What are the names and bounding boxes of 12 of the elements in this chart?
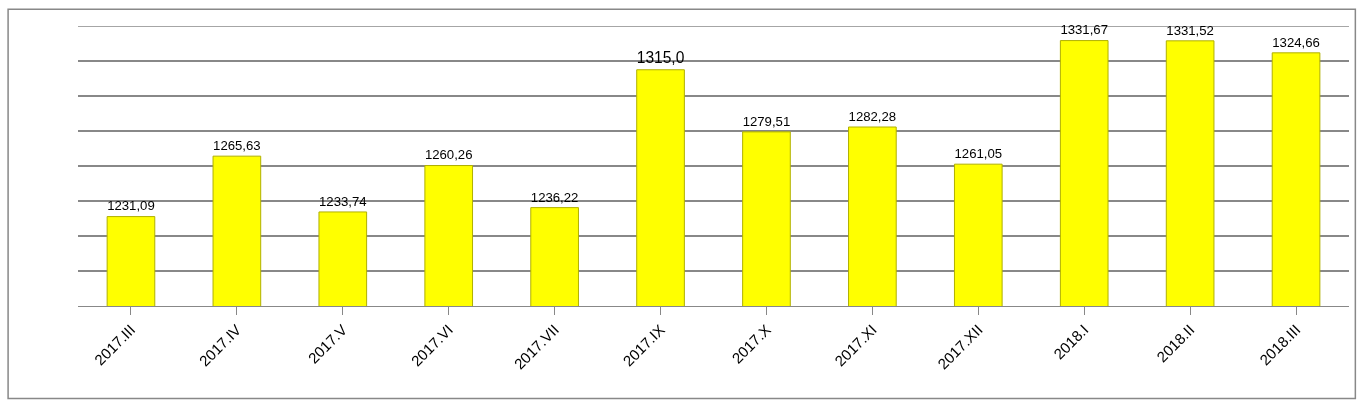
data-label: 1282,28 xyxy=(848,108,897,124)
data-label: 1233,74 xyxy=(318,193,367,209)
data-label: 1315,0 xyxy=(636,49,685,67)
data-label: 1331,52 xyxy=(1166,22,1214,38)
data-label: 1261,05 xyxy=(954,146,1003,162)
data-label: 1265,63 xyxy=(213,138,261,154)
data-label: 1231,09 xyxy=(107,198,155,214)
data-label: 1324,66 xyxy=(1272,34,1320,50)
data-label: 1236,22 xyxy=(530,189,579,205)
data-label: 1279,51 xyxy=(742,113,791,129)
data-label: 1260,26 xyxy=(424,147,473,163)
data-label: 1331,67 xyxy=(1060,22,1109,38)
